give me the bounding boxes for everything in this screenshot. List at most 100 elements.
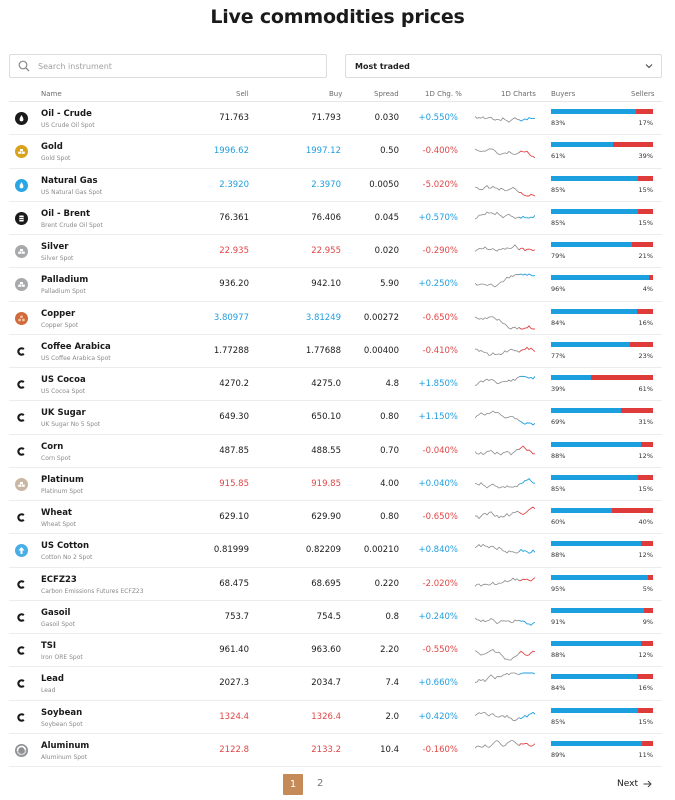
instrument-name[interactable]: Oil - Brent xyxy=(41,208,91,219)
daily-change: -5.020% xyxy=(422,179,458,190)
sell-price[interactable]: 629.10 xyxy=(219,512,249,522)
table-row[interactable]: UK Sugar UK Sugar No 5 Spot 649.30 650.10 0.… xyxy=(9,401,662,435)
buy-price[interactable]: 22.955 xyxy=(311,246,341,256)
instrument-name[interactable]: Copper xyxy=(41,308,76,319)
page-1-button[interactable]: 1 xyxy=(283,774,303,795)
sell-price[interactable]: 3.80977 xyxy=(213,312,249,323)
instrument-name[interactable]: Natural Gas xyxy=(41,175,98,186)
table-row[interactable]: Oil - Crude US Crude Oil Spot 71.763 71.793… xyxy=(9,102,662,136)
buy-price[interactable]: 963.60 xyxy=(311,645,341,655)
instrument-name[interactable]: Gold xyxy=(41,142,63,153)
buy-price[interactable]: 1326.4 xyxy=(311,711,341,722)
buy-price[interactable]: 76.406 xyxy=(311,212,341,223)
table-row[interactable]: Wheat Wheat Spot 629.10 629.90 0.80 -0.650% 60… xyxy=(9,501,662,535)
buy-price[interactable]: 942.10 xyxy=(311,279,341,290)
instrument-name[interactable]: Soybean xyxy=(41,707,83,718)
spread-value: 0.70 xyxy=(380,445,399,456)
instrument-name[interactable]: Palladium xyxy=(41,275,89,286)
sell-price[interactable]: 487.85 xyxy=(219,445,249,456)
header-buy[interactable]: Buy xyxy=(329,90,343,98)
buy-price[interactable]: 2.3970 xyxy=(311,179,341,190)
table-row[interactable]: Gold Gold Spot 1996.62 1997.12 0.50 -0.400% 61… xyxy=(9,135,662,169)
table-row[interactable]: Natural Gas US Natural Gas Spot 2.3920 2.39… xyxy=(9,169,662,202)
buy-price[interactable]: 71.793 xyxy=(311,113,341,123)
header-name[interactable]: Name xyxy=(41,90,62,98)
buy-price[interactable]: 1.77688 xyxy=(305,345,341,356)
buy-price[interactable]: 488.55 xyxy=(311,445,341,456)
buy-price[interactable]: 0.82209 xyxy=(305,545,341,556)
table-row[interactable]: US Cotton Cotton No 2 Spot 0.81999 0.82209 0… xyxy=(9,534,662,568)
table-row[interactable]: Palladium Palladium Spot 936.20 942.10 5.90 +… xyxy=(9,268,662,302)
sell-price[interactable]: 1996.62 xyxy=(213,146,249,157)
page-2-button[interactable]: 2 xyxy=(317,778,324,789)
instrument-name[interactable]: US Cotton xyxy=(41,541,90,552)
sell-price[interactable]: 915.85 xyxy=(219,478,249,489)
instrument-name[interactable]: Aluminum xyxy=(41,740,90,751)
buy-price[interactable]: 1997.12 xyxy=(305,146,341,157)
sell-price[interactable]: 961.40 xyxy=(219,645,249,655)
sell-price[interactable]: 753.7 xyxy=(224,611,249,622)
sell-price[interactable]: 0.81999 xyxy=(213,545,249,556)
buy-price[interactable]: 919.85 xyxy=(311,478,341,489)
header-change[interactable]: 1D Chg. % xyxy=(425,90,462,98)
instrument-name[interactable]: US Cocoa xyxy=(41,375,86,385)
sell-price[interactable]: 2.3920 xyxy=(219,179,249,190)
instrument-name[interactable]: Wheat xyxy=(41,508,72,518)
search-input[interactable] xyxy=(38,61,298,71)
sell-price[interactable]: 1324.4 xyxy=(219,711,249,722)
instrument-name[interactable]: Oil - Crude xyxy=(41,109,92,119)
sell-price[interactable]: 936.20 xyxy=(219,279,249,290)
commodities-table: Name Sell Buy Spread 1D Chg. % 1D Charts… xyxy=(9,86,662,767)
sparkline-chart xyxy=(475,506,535,520)
buy-price[interactable]: 629.90 xyxy=(311,512,341,522)
table-row[interactable]: Lead Lead 2027.3 2034.7 7.4 +0.660% 84% 16% xyxy=(9,667,662,701)
table-row[interactable]: ECFZ23 Carbon Emissions Futures ECFZ23 68.… xyxy=(9,568,662,601)
instrument-name[interactable]: Gasoil xyxy=(41,607,71,618)
table-row[interactable]: Aluminum Aluminum Spot 2122.8 2133.2 10.4 -0.… xyxy=(9,734,662,767)
sort-select[interactable]: Most traded xyxy=(345,54,662,78)
buyers-percent: 61% xyxy=(551,152,566,161)
table-row[interactable]: Soybean Soybean Spot 1324.4 1326.4 2.0 +0.420… xyxy=(9,701,662,734)
instrument-name[interactable]: TSI xyxy=(41,641,57,651)
instrument-description: Lead xyxy=(41,687,56,695)
buyers-percent: 88% xyxy=(551,651,566,659)
buy-price[interactable]: 3.81249 xyxy=(305,312,341,323)
buyers-percent: 85% xyxy=(551,484,566,493)
buy-price[interactable]: 4275.0 xyxy=(311,379,341,389)
table-row[interactable]: Corn Corn Spot 487.85 488.55 0.70 -0.040% 88% 1… xyxy=(9,435,662,468)
instrument-name[interactable]: Platinum xyxy=(41,474,84,485)
instrument-name[interactable]: Corn xyxy=(41,441,64,452)
instrument-name[interactable]: ECFZ23 xyxy=(41,574,77,585)
sell-price[interactable]: 68.475 xyxy=(219,578,249,589)
instrument-name[interactable]: UK Sugar xyxy=(41,408,86,419)
buy-price[interactable]: 2133.2 xyxy=(311,744,341,755)
table-row[interactable]: US Cocoa US Cocoa Spot 4270.2 4275.0 4.8 +1.8… xyxy=(9,368,662,402)
sell-price[interactable]: 1.77288 xyxy=(213,345,249,356)
buy-price[interactable]: 754.5 xyxy=(316,611,341,622)
instrument-name[interactable]: Lead xyxy=(41,674,65,685)
sell-price[interactable]: 71.763 xyxy=(219,113,249,123)
sell-price[interactable]: 76.361 xyxy=(219,212,249,223)
table-row[interactable]: Silver Silver Spot 22.935 22.955 0.020 -0.290… xyxy=(9,235,662,269)
sell-price[interactable]: 22.935 xyxy=(219,246,249,256)
instrument-name[interactable]: Silver xyxy=(41,242,69,252)
table-row[interactable]: Coffee Arabica US Coffee Arabica Spot 1.77… xyxy=(9,335,662,368)
sell-price[interactable]: 2122.8 xyxy=(219,744,249,755)
buy-price[interactable]: 68.695 xyxy=(311,578,341,589)
table-row[interactable]: Gasoil Gasoil Spot 753.7 754.5 0.8 +0.240% 91%… xyxy=(9,601,662,634)
buy-price[interactable]: 650.10 xyxy=(311,412,341,423)
table-row[interactable]: TSI Iron ORE Spot 961.40 963.60 2.20 -0.550% 8… xyxy=(9,634,662,668)
sellers-percent: 16% xyxy=(638,318,653,327)
sell-price[interactable]: 2027.3 xyxy=(219,678,249,689)
table-row[interactable]: Platinum Platinum Spot 915.85 919.85 4.00 +0.… xyxy=(9,468,662,501)
sell-price[interactable]: 649.30 xyxy=(219,412,249,423)
header-sell[interactable]: Sell xyxy=(236,90,249,98)
next-button[interactable]: Next xyxy=(617,779,652,789)
header-spread[interactable]: Spread xyxy=(374,90,399,98)
table-row[interactable]: Oil - Brent Brent Crude Oil Spot 76.361 76.… xyxy=(9,202,662,235)
buy-price[interactable]: 2034.7 xyxy=(311,678,341,689)
sell-price[interactable]: 4270.2 xyxy=(219,379,249,389)
search-box[interactable] xyxy=(9,54,327,78)
table-row[interactable]: Copper Copper Spot 3.80977 3.81249 0.00272 -0… xyxy=(9,302,662,335)
instrument-name[interactable]: Coffee Arabica xyxy=(41,341,111,352)
